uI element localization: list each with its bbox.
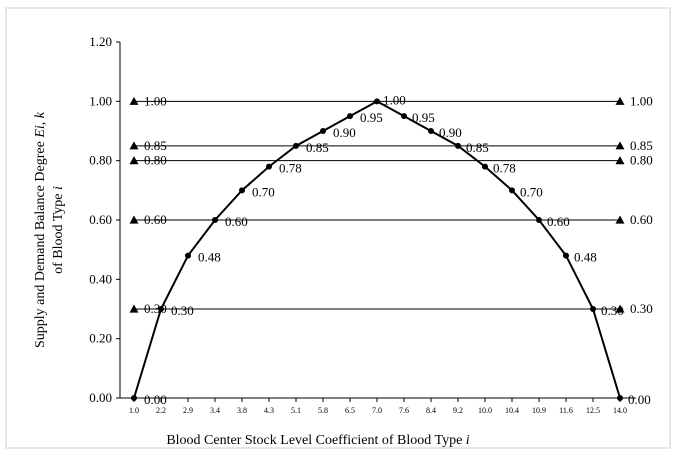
y-tick-label: 0.80 <box>89 153 112 168</box>
x-tick-label: 14.0 <box>613 406 627 415</box>
data-point <box>401 113 407 119</box>
reference-label-right: 0.80 <box>630 153 653 168</box>
data-label: 0.00 <box>628 392 651 407</box>
data-point <box>131 395 137 401</box>
x-tick-label: 12.5 <box>586 406 600 415</box>
data-label: 0.48 <box>198 250 221 265</box>
data-label: 0.95 <box>360 110 383 125</box>
x-tick-label: 8.4 <box>426 406 436 415</box>
data-point <box>428 128 434 134</box>
x-axis-title: Blood Center Stock Level Coefficient of … <box>166 433 469 448</box>
x-tick-label: 10.0 <box>478 406 492 415</box>
data-point <box>536 217 542 223</box>
data-label: 0.60 <box>225 214 248 229</box>
data-point <box>185 253 191 259</box>
reference-label-right: 0.30 <box>630 301 653 316</box>
data-point <box>617 395 623 401</box>
reference-label-right: 0.60 <box>630 212 653 227</box>
data-point <box>482 164 488 170</box>
data-point <box>374 98 380 104</box>
data-label: 0.95 <box>412 110 435 125</box>
data-label: 0.85 <box>466 140 489 155</box>
y-axis-title-line1-italic2: k <box>33 111 48 118</box>
x-tick-label: 1.0 <box>129 406 139 415</box>
y-tick-label: 0.00 <box>89 390 112 405</box>
reference-label-left: 0.60 <box>144 212 167 227</box>
data-label: 0.30 <box>601 303 624 318</box>
data-label: 0.30 <box>171 303 194 318</box>
x-tick-label: 11.6 <box>559 406 573 415</box>
data-point <box>347 113 353 119</box>
data-label: 0.90 <box>439 125 462 140</box>
y-tick-label: 0.40 <box>89 271 112 286</box>
reference-label-left: 1.00 <box>144 93 167 108</box>
data-label: 0.00 <box>144 392 167 407</box>
x-tick-label: 3.4 <box>210 406 220 415</box>
x-tick-label: 9.2 <box>453 406 463 415</box>
data-label: 0.90 <box>333 125 356 140</box>
y-axis-title-line1: Supply and Demand Balance Degree Ei, k <box>33 111 48 348</box>
data-label: 0.48 <box>574 250 597 265</box>
data-point <box>212 217 218 223</box>
data-label: 0.85 <box>306 140 329 155</box>
x-tick-label: 5.8 <box>318 406 328 415</box>
y-axis-title-line2-prefix: of Blood Type <box>51 190 66 274</box>
data-point <box>320 128 326 134</box>
x-tick-label: 4.3 <box>264 406 274 415</box>
x-tick-label: 5.1 <box>291 406 301 415</box>
data-label: 0.78 <box>493 161 516 176</box>
y-tick-label: 0.20 <box>89 331 112 346</box>
data-point <box>563 253 569 259</box>
x-tick-label: 10.4 <box>505 406 519 415</box>
x-tick-label: 3.8 <box>237 406 247 415</box>
data-label: 0.60 <box>547 214 570 229</box>
y-axis-title-line1-italic: Ei <box>33 125 48 139</box>
reference-label-right: 0.85 <box>630 138 653 153</box>
x-axis-title-italic: i <box>466 433 470 448</box>
x-tick-label: 2.2 <box>156 406 166 415</box>
reference-label-left: 0.85 <box>144 138 167 153</box>
y-tick-label: 1.00 <box>89 93 112 108</box>
chart-frame <box>6 8 670 448</box>
y-axis-title-line2-italic: i <box>51 186 66 190</box>
x-tick-label: 10.9 <box>532 406 546 415</box>
data-label: 0.70 <box>520 184 543 199</box>
x-tick-label: 2.9 <box>183 406 193 415</box>
y-axis-title-line2: of Blood Type i <box>51 186 66 274</box>
y-tick-label: 0.60 <box>89 212 112 227</box>
y-tick-label: 1.20 <box>89 34 112 49</box>
data-label: 1.00 <box>383 92 406 107</box>
reference-label-right: 1.00 <box>630 93 653 108</box>
x-tick-label: 7.6 <box>399 406 409 415</box>
data-point <box>590 306 596 312</box>
data-label: 0.78 <box>279 161 302 176</box>
data-point <box>158 306 164 312</box>
x-tick-label: 6.5 <box>345 406 355 415</box>
x-tick-label: 7.0 <box>372 406 382 415</box>
reference-label-left: 0.80 <box>144 153 167 168</box>
data-point <box>293 143 299 149</box>
data-point <box>455 143 461 149</box>
data-point <box>239 187 245 193</box>
data-point <box>509 187 515 193</box>
data-label: 0.70 <box>252 184 275 199</box>
y-axis-title-line1-prefix: Supply and Demand Balance Degree <box>33 138 48 348</box>
y-axis-title-line1-mid: , <box>33 118 48 125</box>
data-point <box>266 164 272 170</box>
